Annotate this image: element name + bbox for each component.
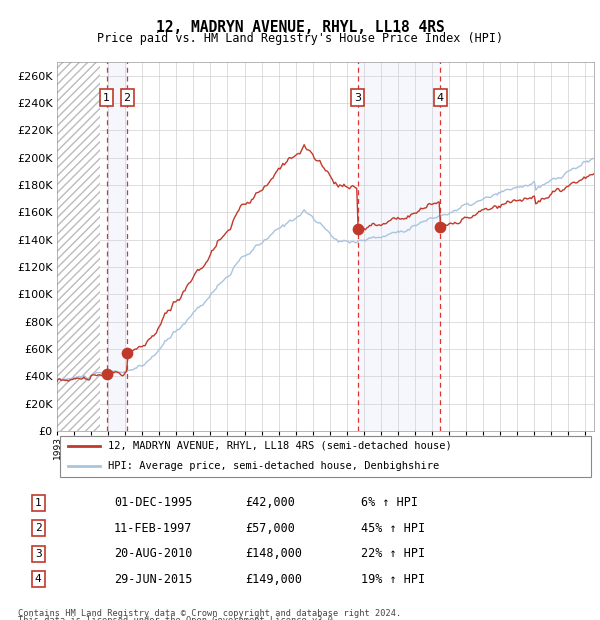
- Text: 01-DEC-1995: 01-DEC-1995: [114, 497, 192, 510]
- Point: [102, 368, 112, 378]
- Text: 29-JUN-2015: 29-JUN-2015: [114, 573, 192, 586]
- Text: £42,000: £42,000: [245, 497, 295, 510]
- Text: £148,000: £148,000: [245, 547, 302, 560]
- Text: Price paid vs. HM Land Registry's House Price Index (HPI): Price paid vs. HM Land Registry's House …: [97, 32, 503, 45]
- Text: 3: 3: [354, 92, 361, 102]
- Text: 6% ↑ HPI: 6% ↑ HPI: [361, 497, 418, 510]
- Bar: [107, 62, 127, 431]
- Text: HPI: Average price, semi-detached house, Denbighshire: HPI: Average price, semi-detached house,…: [108, 461, 439, 471]
- Point: [436, 223, 445, 232]
- Text: 19% ↑ HPI: 19% ↑ HPI: [361, 573, 425, 586]
- Text: 1: 1: [103, 92, 110, 102]
- Text: 45% ↑ HPI: 45% ↑ HPI: [361, 522, 425, 535]
- Text: 12, MADRYN AVENUE, RHYL, LL18 4RS: 12, MADRYN AVENUE, RHYL, LL18 4RS: [155, 20, 445, 35]
- Text: 2: 2: [124, 92, 131, 102]
- Text: £149,000: £149,000: [245, 573, 302, 586]
- Text: 2: 2: [35, 523, 41, 533]
- FancyBboxPatch shape: [59, 436, 592, 477]
- Bar: [358, 62, 440, 431]
- Text: 4: 4: [437, 92, 444, 102]
- Text: £57,000: £57,000: [245, 522, 295, 535]
- Text: 12, MADRYN AVENUE, RHYL, LL18 4RS (semi-detached house): 12, MADRYN AVENUE, RHYL, LL18 4RS (semi-…: [108, 441, 452, 451]
- Text: 22% ↑ HPI: 22% ↑ HPI: [361, 547, 425, 560]
- Text: This data is licensed under the Open Government Licence v3.0.: This data is licensed under the Open Gov…: [18, 616, 338, 620]
- Text: 11-FEB-1997: 11-FEB-1997: [114, 522, 192, 535]
- Text: 1: 1: [35, 498, 41, 508]
- Point: [353, 224, 362, 234]
- Text: 4: 4: [35, 574, 41, 584]
- Text: 20-AUG-2010: 20-AUG-2010: [114, 547, 192, 560]
- Point: [122, 348, 132, 358]
- Text: 3: 3: [35, 549, 41, 559]
- Bar: [57, 62, 100, 431]
- Text: Contains HM Land Registry data © Crown copyright and database right 2024.: Contains HM Land Registry data © Crown c…: [18, 609, 401, 618]
